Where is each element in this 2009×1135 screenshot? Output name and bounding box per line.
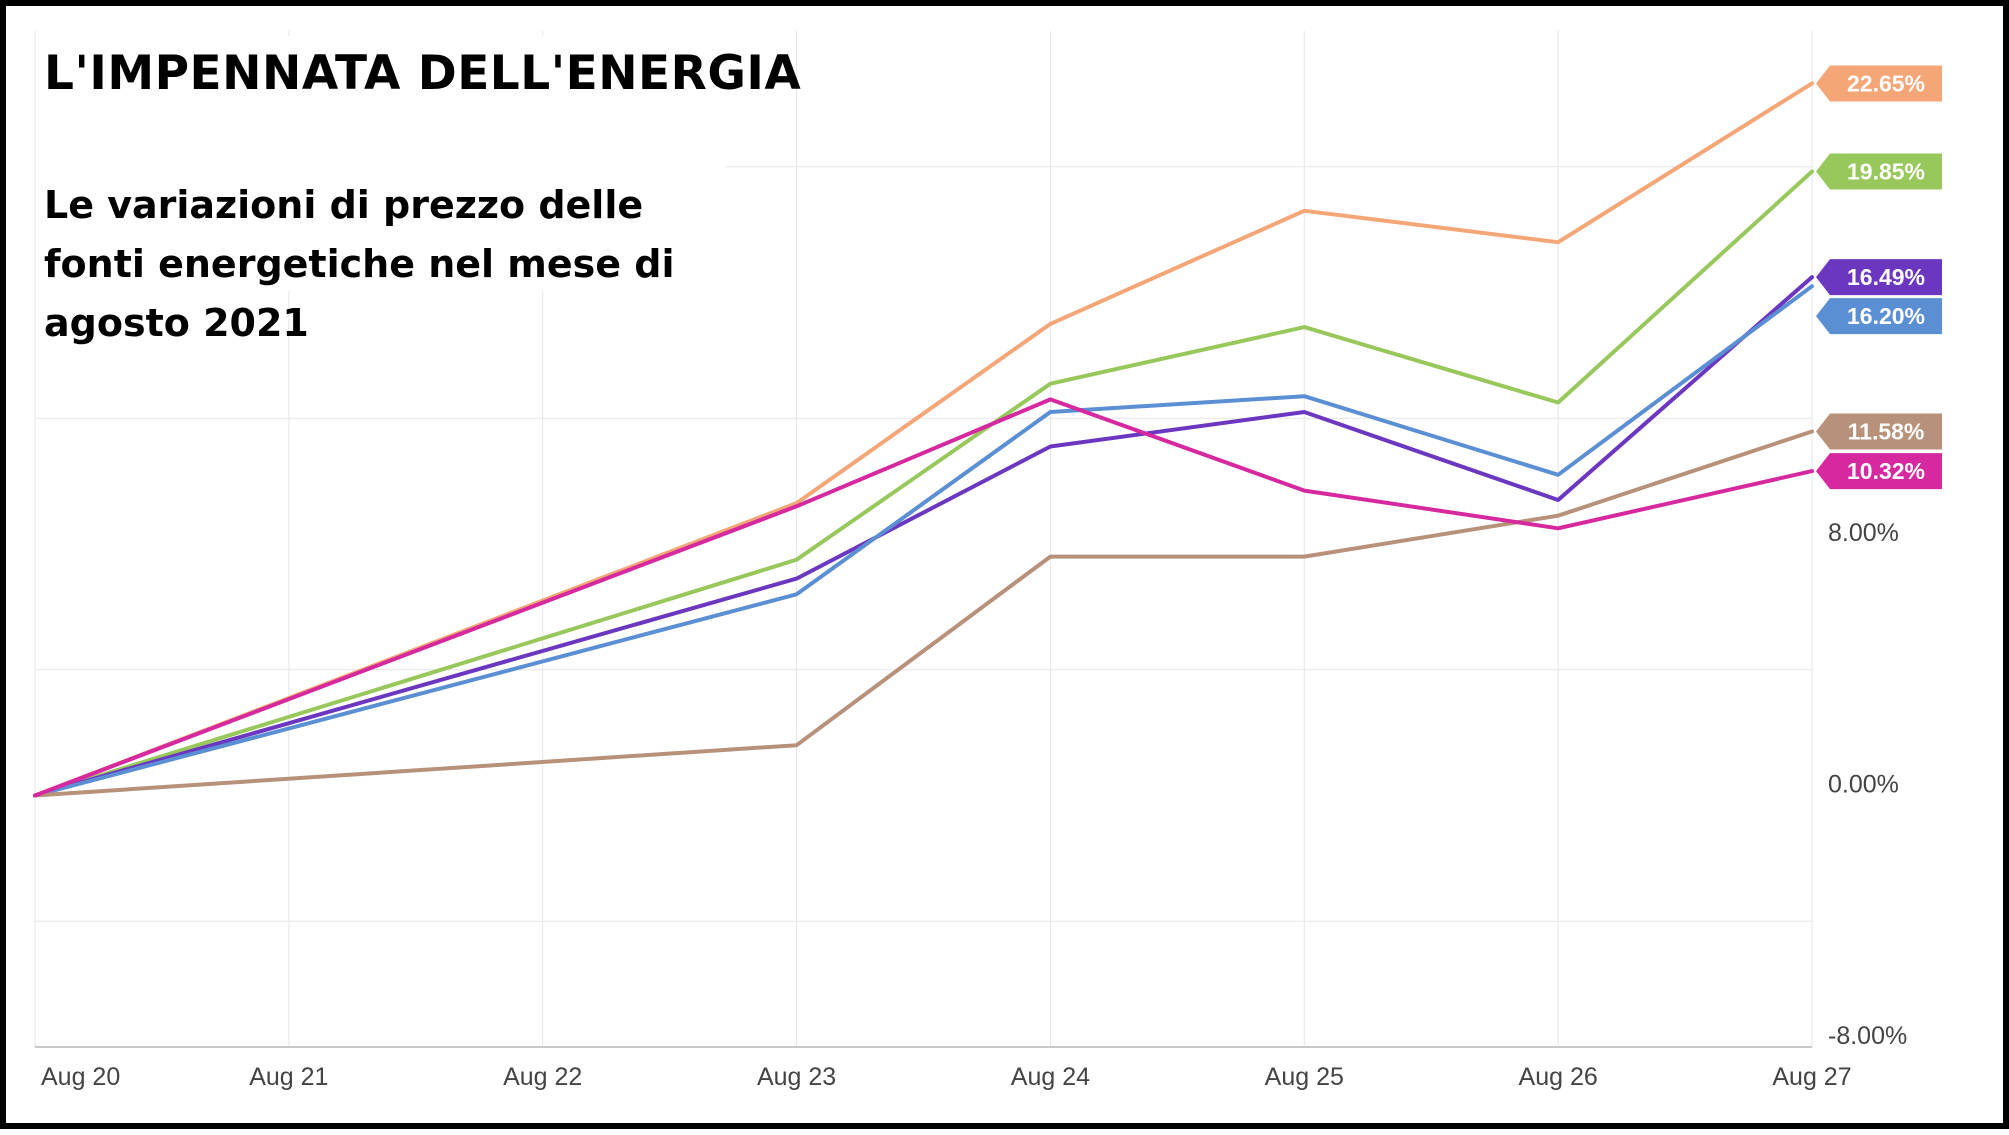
x-tick-label: Aug 21 [249, 1063, 328, 1091]
end-value-badge [1816, 259, 1942, 296]
title-panel [36, 36, 726, 291]
end-value-label: 10.32% [1847, 458, 1925, 484]
chart-title: L'IMPENNATA DELL'ENERGIA [44, 46, 802, 101]
series-line [33, 397, 1814, 798]
series-line [33, 284, 1814, 798]
end-value-badge [1816, 65, 1942, 102]
end-value-badge [1816, 298, 1942, 335]
x-tick-label: Aug 22 [503, 1063, 582, 1091]
y-tick-label: -8.00% [1828, 1022, 1907, 1050]
y-tick-label: 8.00% [1828, 519, 1899, 547]
series-line [33, 429, 1814, 798]
end-value-label: 11.58% [1848, 418, 1925, 444]
end-value-badge [1816, 413, 1942, 450]
axis-layer: Aug 20 Aug 21 Aug 22 Aug 23 Aug 24 Aug 25 Aug … [35, 519, 1907, 1091]
x-tick-label: Aug 26 [1519, 1063, 1598, 1091]
end-value-label: 19.85% [1847, 158, 1925, 184]
end-value-badge [1816, 453, 1942, 490]
chart-subtitle: Le variazioni di prezzo delle fonti ener… [44, 183, 675, 345]
y-tick-label: 0.00% [1828, 771, 1899, 799]
lines-layer [33, 81, 1814, 798]
series-line [33, 81, 1814, 798]
end-value-label: 16.20% [1847, 303, 1925, 329]
end-value-label: 16.49% [1847, 264, 1925, 290]
series-line [33, 169, 1814, 798]
x-tick-label: Aug 20 [41, 1063, 120, 1091]
end-value-badge [1816, 153, 1942, 190]
series-line [33, 275, 1814, 798]
x-tick-label: Aug 24 [1011, 1063, 1090, 1091]
x-tick-label: Aug 23 [757, 1063, 836, 1091]
x-tick-label: Aug 27 [1772, 1063, 1851, 1091]
end-value-label: 22.65% [1847, 70, 1925, 96]
x-tick-label: Aug 25 [1265, 1063, 1344, 1091]
end-labels-layer: 22.65% 19.85% 16.49% 16.20% 11.58% 10.32% [1816, 65, 1942, 490]
